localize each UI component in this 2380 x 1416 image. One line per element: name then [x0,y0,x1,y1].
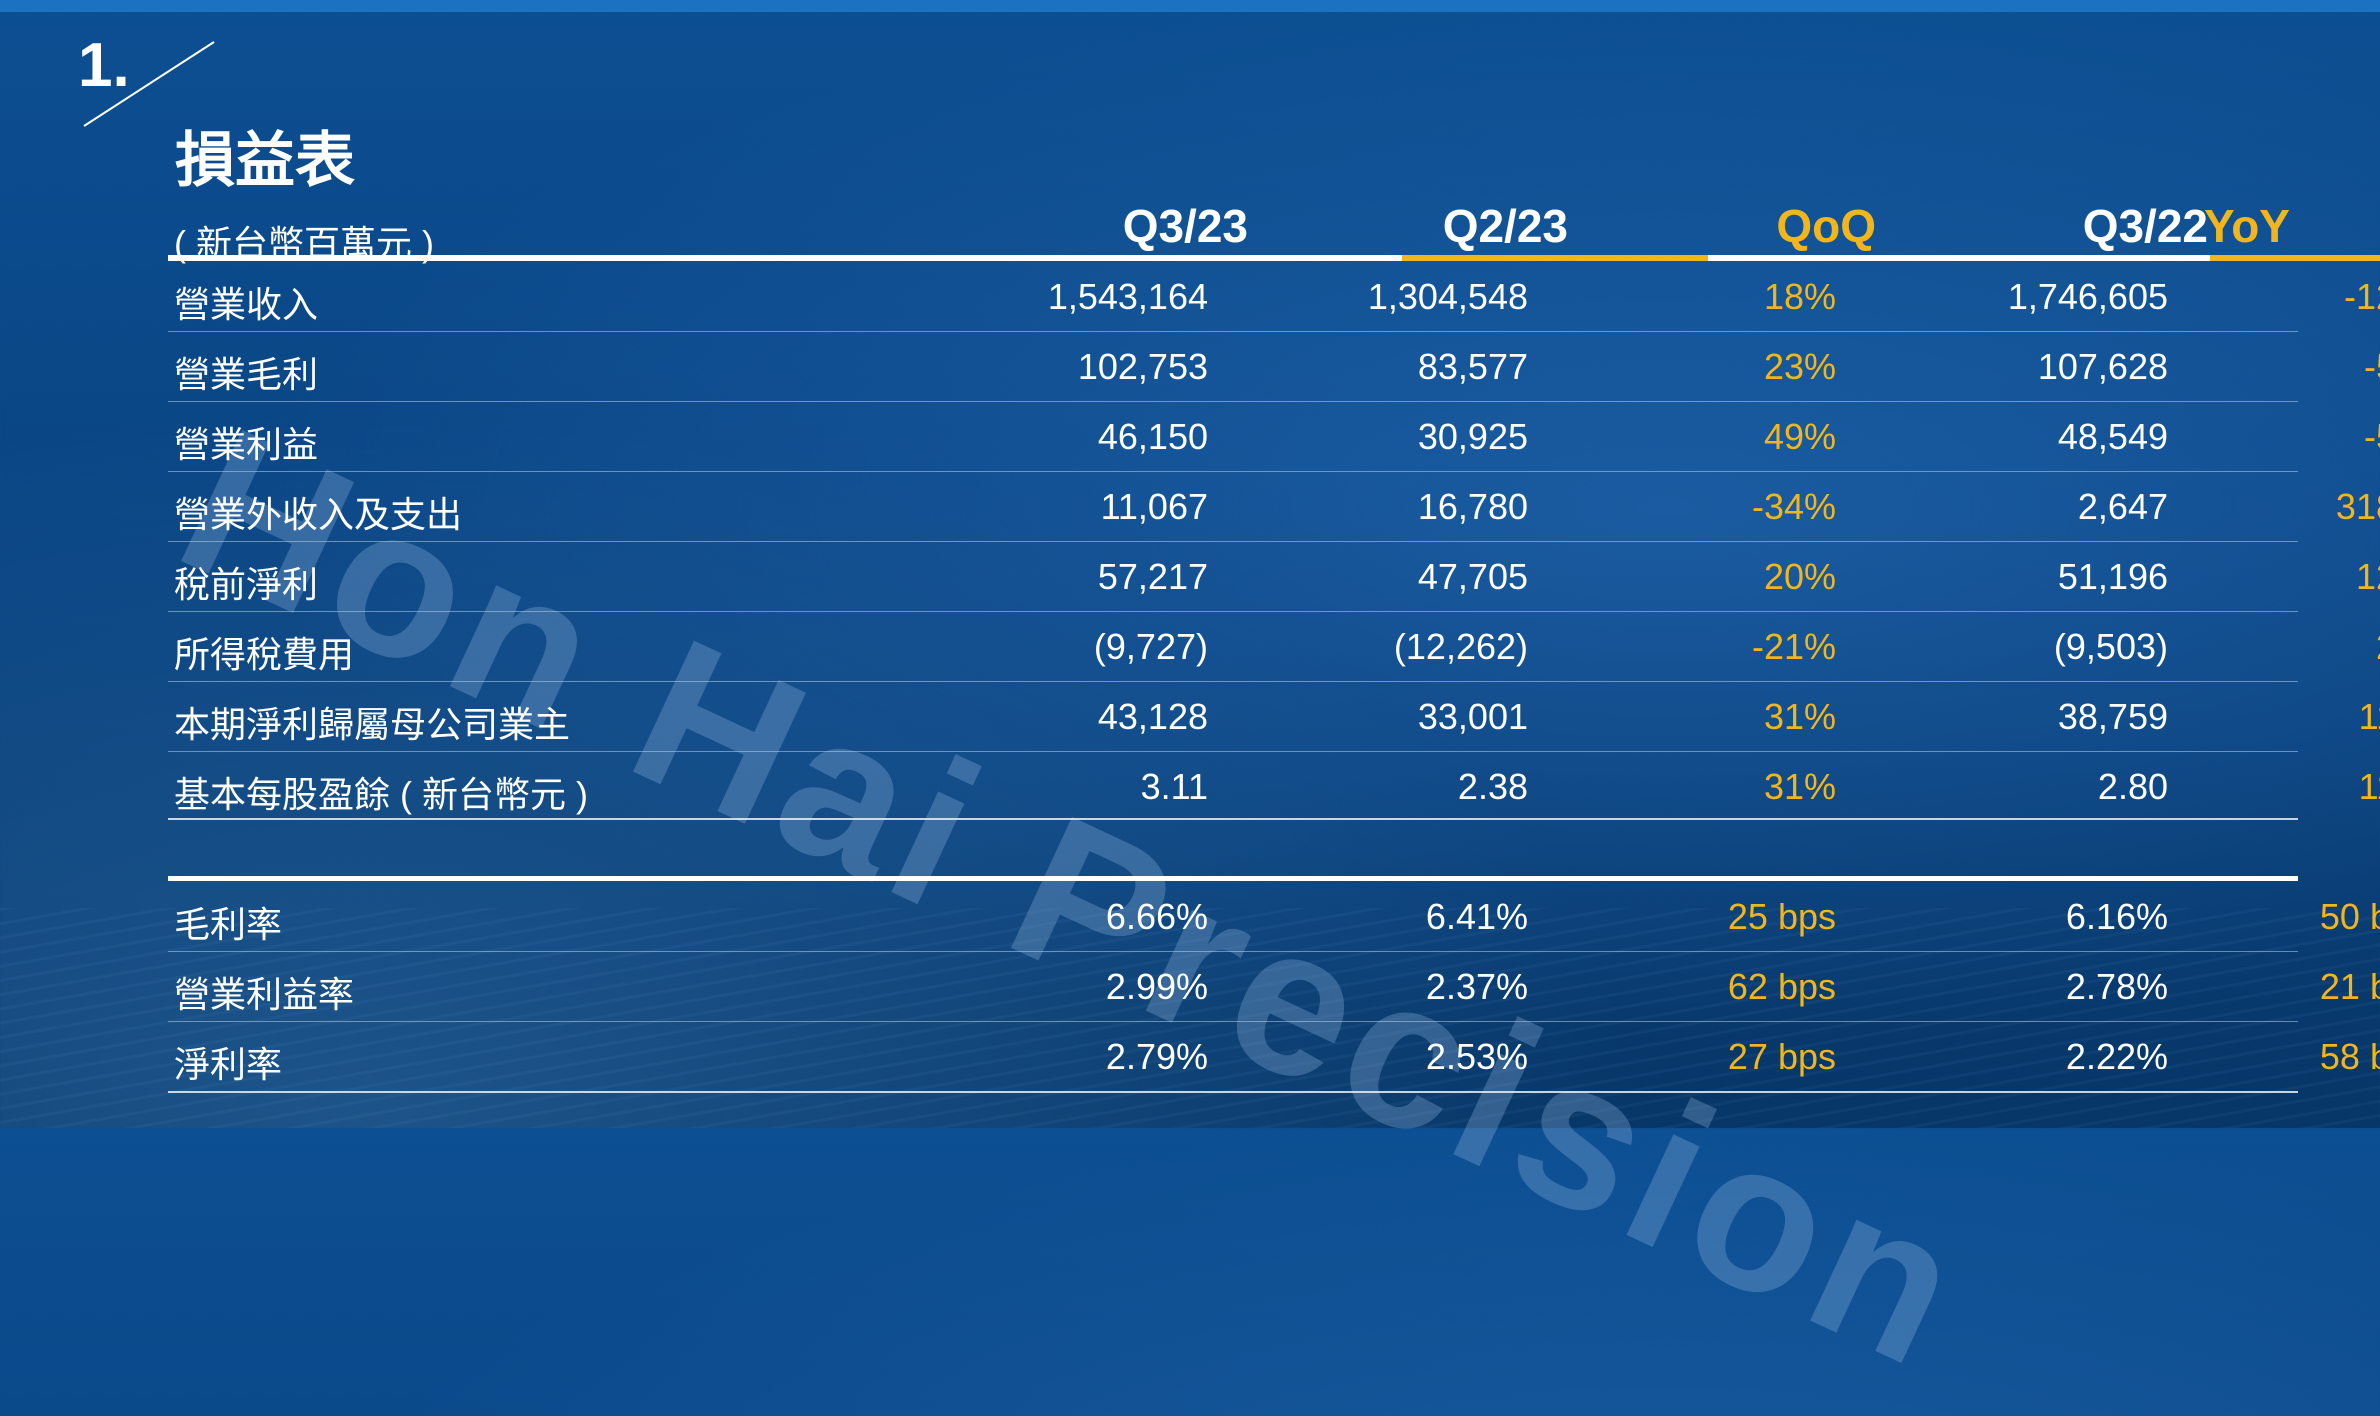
value-q3-23: 46,150 [1097,416,1208,457]
value-qoq: 20% [1763,556,1836,597]
header-rule [168,255,1402,261]
value-yoy: -5% [2363,346,2380,387]
row-label: 淨利率 [174,1044,283,1085]
table-row: 基本每股盈餘 ( 新台幣元 ) 3.11 2.38 31% 2.80 11% [168,752,2380,821]
table-row: 營業利益 46,150 30,925 49% 48,549 -5% [168,402,2380,472]
value-q3-23: 1,543,164 [1047,276,1208,317]
row-label: 毛利率 [174,904,283,945]
value-qoq: 49% [1763,416,1836,457]
row-label: 營業利益率 [174,974,355,1015]
value-q2-23: 16,780 [1417,486,1528,527]
value-q2-23: (12,262) [1393,626,1528,667]
value-qoq: 27 bps [1727,1036,1836,1077]
value-yoy: 58 bps [2319,1036,2380,1077]
table-row: 稅前淨利 57,217 47,705 20% 51,196 12% [168,542,2380,612]
value-qoq: 31% [1763,766,1836,807]
value-q2-23: 2.38 [1457,766,1528,807]
value-q3-23: 2.99% [1105,966,1208,1007]
value-q3-22: 38,759 [2057,696,2168,737]
value-q3-22: 2.78% [2065,966,2168,1007]
value-yoy: -12% [2343,276,2380,317]
table-row: 營業利益率 2.99% 2.37% 62 bps 2.78% 21 bps [168,952,2380,1022]
slash-decoration [83,41,215,127]
value-q3-22: 51,196 [2057,556,2168,597]
header-rule-qoq [1402,255,1708,261]
section-number: 1. [78,31,130,100]
row-label: 營業利益 [174,424,319,465]
value-yoy: 11% [2358,696,2380,737]
row-label: 營業外收入及支出 [174,494,463,535]
ratio-table: 毛利率 6.66% 6.41% 25 bps 6.16% 50 bps 營業利益… [168,882,2380,1093]
value-q3-23: 3.11 [1140,766,1208,807]
value-q2-23: 47,705 [1417,556,1528,597]
value-q3-22: 2.22% [2065,1036,2168,1077]
value-yoy: 2% [2188,626,2380,668]
value-q2-23: 1,304,548 [1367,276,1528,317]
value-qoq: 31% [1763,696,1836,737]
value-yoy: 318% [2335,486,2380,527]
value-q3-23: (9,727) [1093,626,1208,667]
table-row: 營業毛利 102,753 83,577 23% 107,628 -5% [168,332,2380,402]
value-q3-22: 1,746,605 [2007,276,2168,317]
value-yoy: 12% [2355,556,2380,597]
column-header-q3-23: Q3/23 [1122,200,1248,252]
header-rule [1708,255,2210,261]
column-header-yoy: YoY [2203,200,2290,252]
table-row: 營業收入 1,543,164 1,304,548 18% 1,746,605 -… [168,262,2380,332]
value-q2-23: 30,925 [1417,416,1528,457]
ratio-top-rule [168,876,2298,881]
table-row: 毛利率 6.66% 6.41% 25 bps 6.16% 50 bps [168,882,2380,952]
column-header-q2-23: Q2/23 [1442,200,1568,252]
value-q3-23: 57,217 [1097,556,1208,597]
value-qoq: -34% [1751,486,1836,527]
top-accent-bar [0,0,2380,12]
value-q2-23: 2.37% [1425,966,1528,1007]
value-q2-23: 2.53% [1425,1036,1528,1077]
row-label: 稅前淨利 [174,564,319,605]
value-q3-22: 6.16% [2065,896,2168,937]
value-q3-23: 2.79% [1105,1036,1208,1077]
income-statement-table: 營業收入 1,543,164 1,304,548 18% 1,746,605 -… [168,262,2380,821]
value-q2-23: 6.41% [1425,896,1528,937]
value-qoq: 23% [1763,346,1836,387]
value-q3-22: 2,647 [2077,486,2168,527]
value-yoy: 11% [2358,766,2380,807]
value-qoq: 62 bps [1727,966,1836,1007]
value-q3-23: 11,067 [1100,486,1208,527]
row-label: 營業毛利 [174,354,319,395]
table-header: ( 新台幣百萬元 ) Q3/23 Q2/23 QoQ Q3/22 YoY [168,195,2380,264]
row-label: 基本每股盈餘 ( 新台幣元 ) [174,774,588,815]
table-bottom-rule [168,818,2298,820]
column-header-qoq: QoQ [1776,200,1876,252]
page-title: 損益表 [175,127,355,194]
value-qoq: 18% [1763,276,1836,317]
value-q3-23: 102,753 [1077,346,1208,387]
value-q2-23: 83,577 [1417,346,1528,387]
value-q3-23: 43,128 [1097,696,1208,737]
row-label: 所得稅費用 [174,634,355,675]
header-rule-yoy [2210,255,2380,261]
value-yoy: 50 bps [2319,896,2380,937]
value-yoy: -5% [2363,416,2380,457]
value-qoq: -21% [1751,626,1836,667]
value-q3-22: 2.80 [2097,766,2168,807]
value-q3-22: 48,549 [2057,416,2168,457]
value-q3-22: (9,503) [2053,626,2168,667]
column-header-q3-22: Q3/22 [2082,200,2208,252]
value-q3-22: 107,628 [2037,346,2168,387]
value-qoq: 25 bps [1727,896,1836,937]
table-row: 淨利率 2.79% 2.53% 27 bps 2.22% 58 bps [168,1022,2380,1093]
value-yoy: 21 bps [2319,966,2380,1007]
table-row: 營業外收入及支出 11,067 16,780 -34% 2,647 318% [168,472,2380,542]
value-q3-23: 6.66% [1105,896,1208,937]
value-q2-23: 33,001 [1417,696,1528,737]
table-row: 所得稅費用 (9,727) (12,262) -21% (9,503) 2% [168,612,2380,682]
row-label: 本期淨利歸屬母公司業主 [174,704,571,745]
row-label: 營業收入 [174,284,319,325]
table-row: 本期淨利歸屬母公司業主 43,128 33,001 31% 38,759 11% [168,682,2380,752]
